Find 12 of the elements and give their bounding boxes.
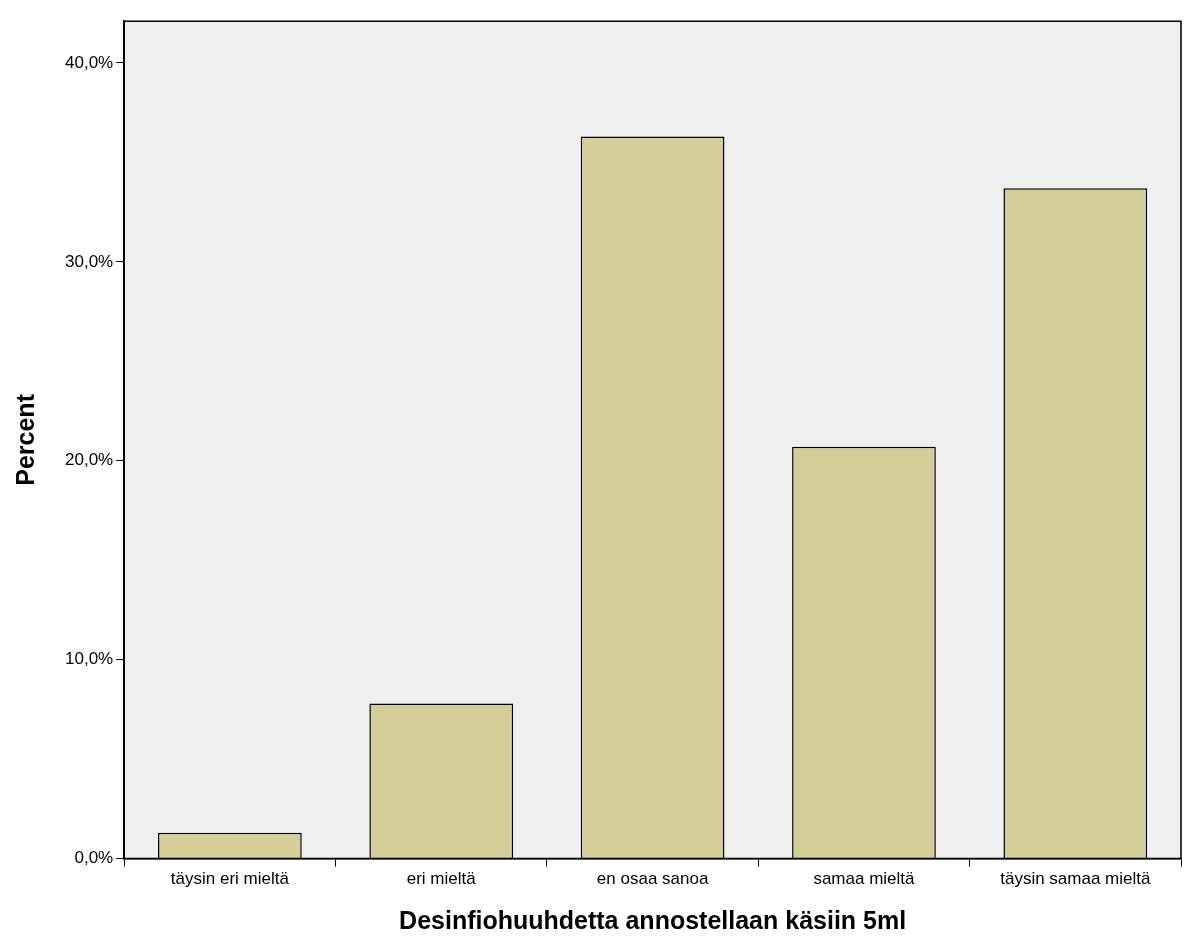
x-tick-label: samaa mieltä [813,869,916,889]
y-tick-label: 40,0% [65,52,114,72]
y-tick-label: 20,0% [65,450,114,470]
x-tick-label: täysin samaa mieltä [1000,869,1151,889]
y-tick-label: 0,0% [74,848,114,868]
y-tick-label: 10,0% [65,649,114,669]
y-tick-label: 30,0% [65,251,114,271]
x-axis-title: Desinfiohuuhdetta annostellaan käsiin 5ml [399,905,907,934]
y-axis-title: Percent [10,393,39,486]
x-tick-label: eri mieltä [406,869,477,889]
x-tick-label: en osaa sanoa [596,869,709,889]
x-tick-label: täysin eri mieltä [170,869,290,889]
